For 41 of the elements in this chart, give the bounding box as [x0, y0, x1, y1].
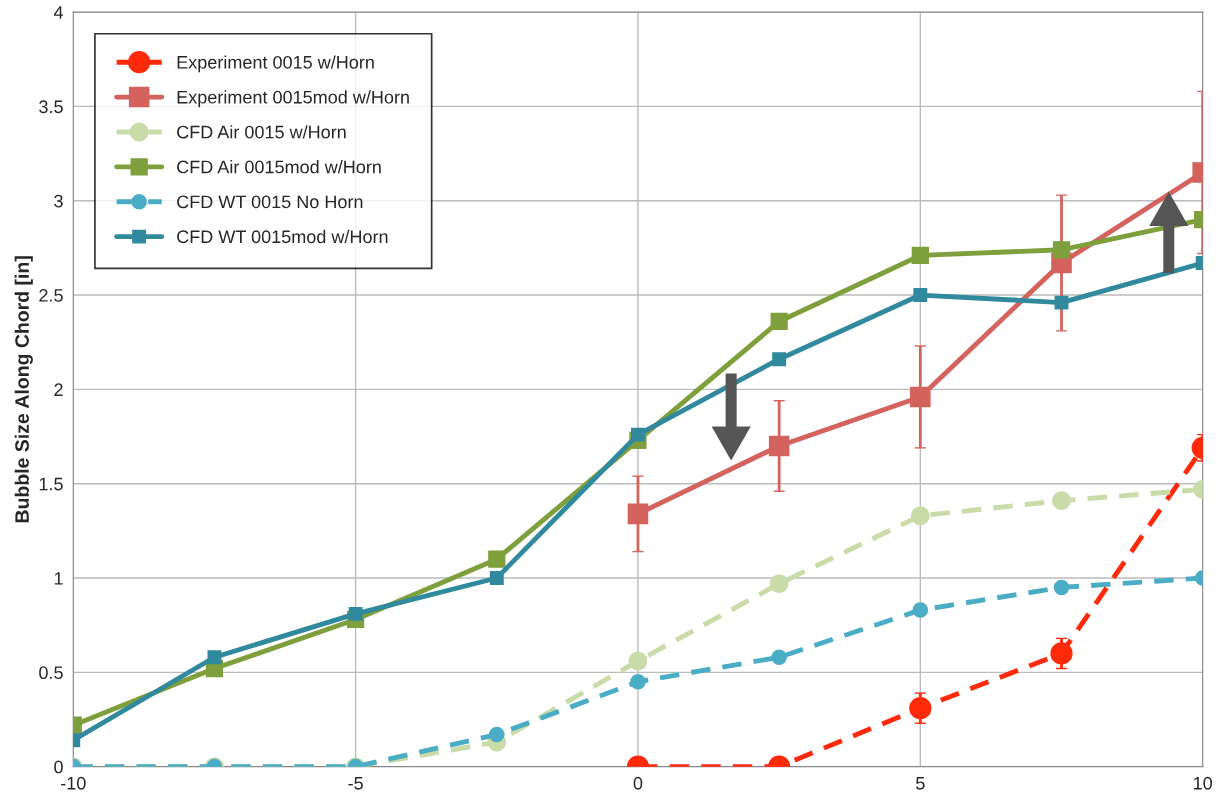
point — [769, 574, 789, 594]
point — [489, 726, 505, 743]
y-tick-label: 3 — [54, 194, 63, 208]
y-tick-label: 1 — [54, 572, 63, 585]
y-tick-label: 4 — [53, 6, 64, 19]
point — [488, 550, 506, 568]
y-axis-title: Bubble Size Along Chord [in] — [14, 256, 33, 523]
legend-label: Experiment 0015 w/Horn — [177, 55, 374, 73]
point — [770, 312, 788, 331]
x-tick-label: 0 — [633, 776, 643, 790]
point — [207, 650, 222, 665]
point — [913, 288, 928, 303]
x-tick-label: 10 — [1194, 776, 1213, 790]
point — [628, 651, 648, 671]
point — [1054, 295, 1069, 310]
legend-label: Experiment 0015mod w/Horn — [177, 90, 409, 108]
y-tick-label: 1.5 — [39, 477, 63, 491]
legend-label: CFD Air 0015mod w/Horn — [177, 160, 381, 174]
point — [630, 673, 646, 690]
legend-label: CFD Air 0015 w/Horn — [177, 125, 346, 139]
point — [1052, 491, 1071, 511]
y-tick-label: 3.5 — [39, 100, 63, 114]
point — [348, 606, 363, 621]
x-tick-label: 5 — [916, 777, 925, 790]
x-tick-label: -5 — [348, 777, 363, 790]
point — [910, 506, 930, 526]
point — [772, 352, 787, 367]
point — [489, 571, 504, 585]
y-tick-label: 0.5 — [39, 666, 63, 680]
point — [771, 649, 787, 666]
y-tick-label: 2 — [54, 383, 63, 396]
y-tick-label: 0 — [54, 760, 63, 774]
point — [631, 427, 645, 442]
point — [912, 602, 929, 618]
x-tick-label: -10 — [61, 776, 86, 790]
point — [1053, 579, 1070, 596]
point — [1052, 241, 1071, 259]
legend-label: CFD WT 0015 No Horn — [177, 195, 363, 209]
y-tick-label: 2.5 — [39, 288, 63, 302]
point — [911, 246, 929, 265]
legend-label: CFD WT 0015mod w/Horn — [177, 229, 388, 244]
